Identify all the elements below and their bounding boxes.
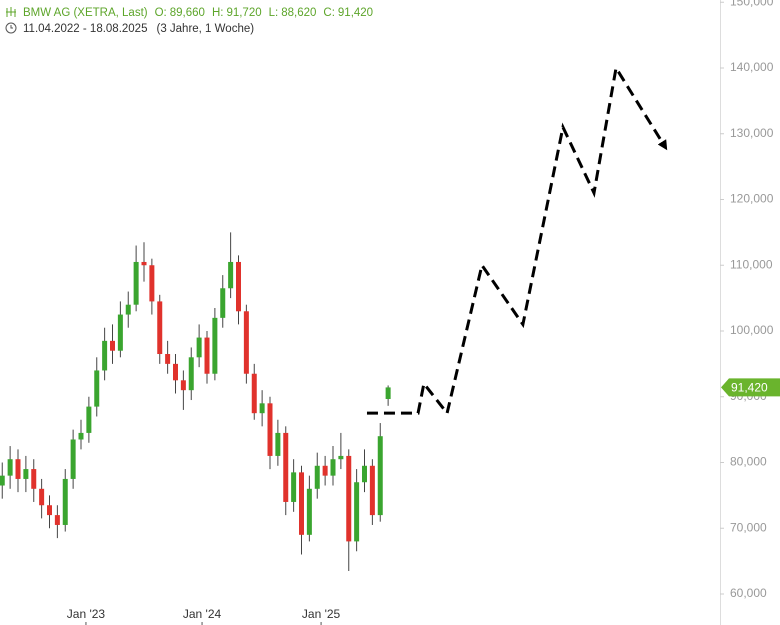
candle-body: [23, 469, 29, 479]
subheader: 11.04.2022 - 18.08.2025 (3 Jahre, 1 Woche…: [23, 23, 254, 35]
candle-body: [180, 380, 186, 391]
candle-body: [47, 505, 52, 516]
candle-body: [385, 387, 391, 399]
candle-body: [117, 314, 123, 351]
candle-body: [330, 459, 336, 476]
y-tick-label: 60,000: [730, 586, 767, 600]
title: BMW AG (XETRA, Last): [23, 7, 148, 19]
y-tick-label: 70,000: [730, 520, 767, 534]
candle-body: [369, 465, 375, 516]
candle-body: [15, 459, 21, 479]
date-range: 11.04.2022 - 18.08.2025: [23, 23, 147, 35]
y-tick-label: 120,000: [730, 192, 774, 206]
candle-body: [133, 261, 139, 305]
x-tick-label: Jan '25: [302, 607, 341, 621]
ohlc-label: C:: [323, 7, 335, 19]
candle-body: [157, 301, 163, 355]
price-tag: [721, 378, 780, 397]
projection-line: [366, 63, 668, 417]
candle-body: [236, 261, 241, 312]
y-tick-label: 140,000: [730, 60, 774, 74]
candle-body: [220, 288, 226, 318]
period: (3 Jahre, 1 Woche): [156, 23, 254, 35]
candle-body: [299, 472, 304, 535]
candle-body: [0, 475, 5, 486]
ohlc-label: L:: [269, 7, 279, 19]
header: BMW AG (XETRA, Last) O: 89,660 H: 91,720 L: 88…: [23, 7, 373, 19]
candle-body: [125, 304, 131, 315]
candle-body: [377, 436, 383, 516]
clock-icon: [5, 22, 17, 34]
chart-icon: [6, 7, 16, 17]
candle-body: [110, 340, 115, 351]
candle-body: [31, 469, 37, 489]
ohlc-label: O:: [155, 7, 167, 19]
candle-body: [196, 337, 202, 358]
y-tick-label: 100,000: [730, 323, 774, 337]
ohlc-value: 91,420: [338, 7, 373, 19]
candle-body: [314, 465, 320, 489]
candle-body: [212, 317, 218, 374]
candle-body: [149, 265, 155, 302]
candle-body: [228, 261, 234, 289]
candle-body: [141, 261, 147, 266]
candle-body: [7, 459, 13, 476]
ohlc-label: H:: [212, 7, 224, 19]
candle-body: [204, 337, 210, 374]
candle-body: [338, 455, 344, 460]
y-tick-label: 130,000: [730, 126, 774, 140]
y-tick-label: 150,000: [730, 0, 774, 8]
candle-body: [291, 472, 297, 502]
candle-body: [251, 373, 257, 414]
x-tick-label: Jan '24: [183, 607, 222, 621]
y-tick-label: 80,000: [730, 455, 767, 469]
ohlc-value: 89,660: [170, 7, 205, 19]
candle-body: [70, 439, 76, 479]
candle-body: [39, 488, 45, 506]
candle-body: [354, 482, 360, 542]
candle-body: [86, 406, 92, 433]
candle-body: [165, 354, 171, 364]
candle-body: [102, 340, 108, 371]
candle-body: [243, 311, 249, 374]
price-tag-label: 91,420: [731, 381, 768, 395]
candle-body: [306, 488, 312, 535]
x-tick-label: Jan '23: [67, 607, 106, 621]
candle-body: [173, 363, 178, 381]
candle-body: [62, 478, 68, 525]
candle-body: [275, 432, 281, 456]
candle-body: [259, 403, 265, 414]
y-tick-label: 110,000: [730, 257, 773, 271]
candle-body: [346, 455, 352, 542]
candle-body: [283, 432, 289, 502]
candle-body: [322, 465, 328, 476]
candle-body: [78, 432, 84, 440]
ohlc-value: 91,720: [226, 7, 261, 19]
candle-body: [54, 515, 60, 525]
candle-body: [267, 403, 273, 456]
ohlc-value: 88,620: [281, 7, 316, 19]
candle-body: [362, 465, 367, 483]
candle-body: [188, 357, 194, 391]
candle-body: [94, 370, 100, 407]
